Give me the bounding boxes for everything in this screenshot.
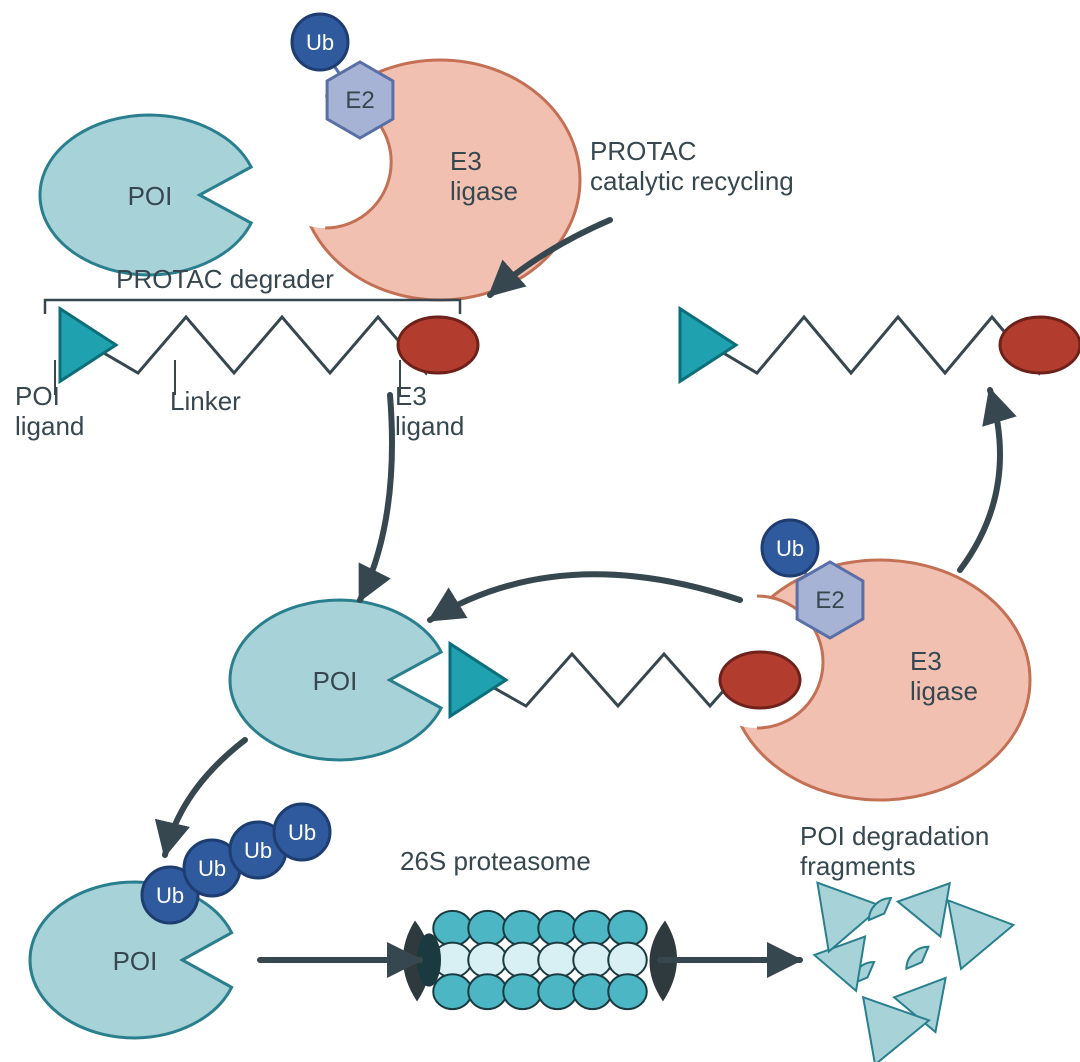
label-e3-top-2: ligase (450, 176, 518, 206)
label-linker: Linker (170, 386, 241, 416)
ub-label: Ub (156, 883, 184, 908)
label-poi-bottom: POI (113, 946, 158, 976)
label-e3-mid-2: ligase (910, 676, 978, 706)
protac-bracket (45, 300, 460, 314)
ub-label: Ub (776, 536, 804, 561)
label-recycle-2: catalytic recycling (590, 166, 794, 196)
label-poi-top: POI (128, 181, 173, 211)
ub-label: Ub (198, 856, 226, 881)
label-protac-degrader: PROTAC degrader (116, 264, 334, 294)
ub-label: Ub (288, 820, 316, 845)
label-proteasome: 26S proteasome (400, 846, 591, 876)
label-poi-ligand: POI (15, 381, 60, 411)
protac-mid-poi-ligand (450, 644, 506, 717)
label-poi-ligand-2: ligand (15, 411, 84, 441)
label-e2-mid: E2 (815, 587, 844, 614)
protac-upper-linker (90, 317, 440, 373)
proteasome (403, 911, 677, 1009)
label-fragments-2: fragments (800, 851, 916, 881)
arrow-recycle-out (960, 390, 1000, 570)
label-e3-mid: E3 (910, 646, 942, 676)
protac-upper-e3-ligand (398, 317, 478, 373)
label-fragments: POI degradation (800, 821, 989, 851)
ub-label: Ub (244, 838, 272, 863)
label-poi-mid: POI (313, 666, 358, 696)
label-e3-ligand-2: ligand (395, 411, 464, 441)
protac-right-poi-ligand (680, 309, 736, 382)
label-e2-top: E2 (345, 87, 374, 114)
arrow-e3-to-poi (430, 574, 740, 620)
label-e3-ligand: E3 (395, 381, 427, 411)
label-e3-top: E3 (450, 146, 482, 176)
arrow-protac-down (360, 395, 392, 600)
protac-right-e3-ligand (1000, 317, 1080, 373)
protac-upper-poi-ligand (60, 309, 116, 382)
protac-mid-e3-ligand (720, 652, 800, 708)
label-recycle: PROTAC (590, 136, 696, 166)
ub-label: Ub (306, 30, 334, 55)
poi-fragments (797, 875, 1014, 1062)
